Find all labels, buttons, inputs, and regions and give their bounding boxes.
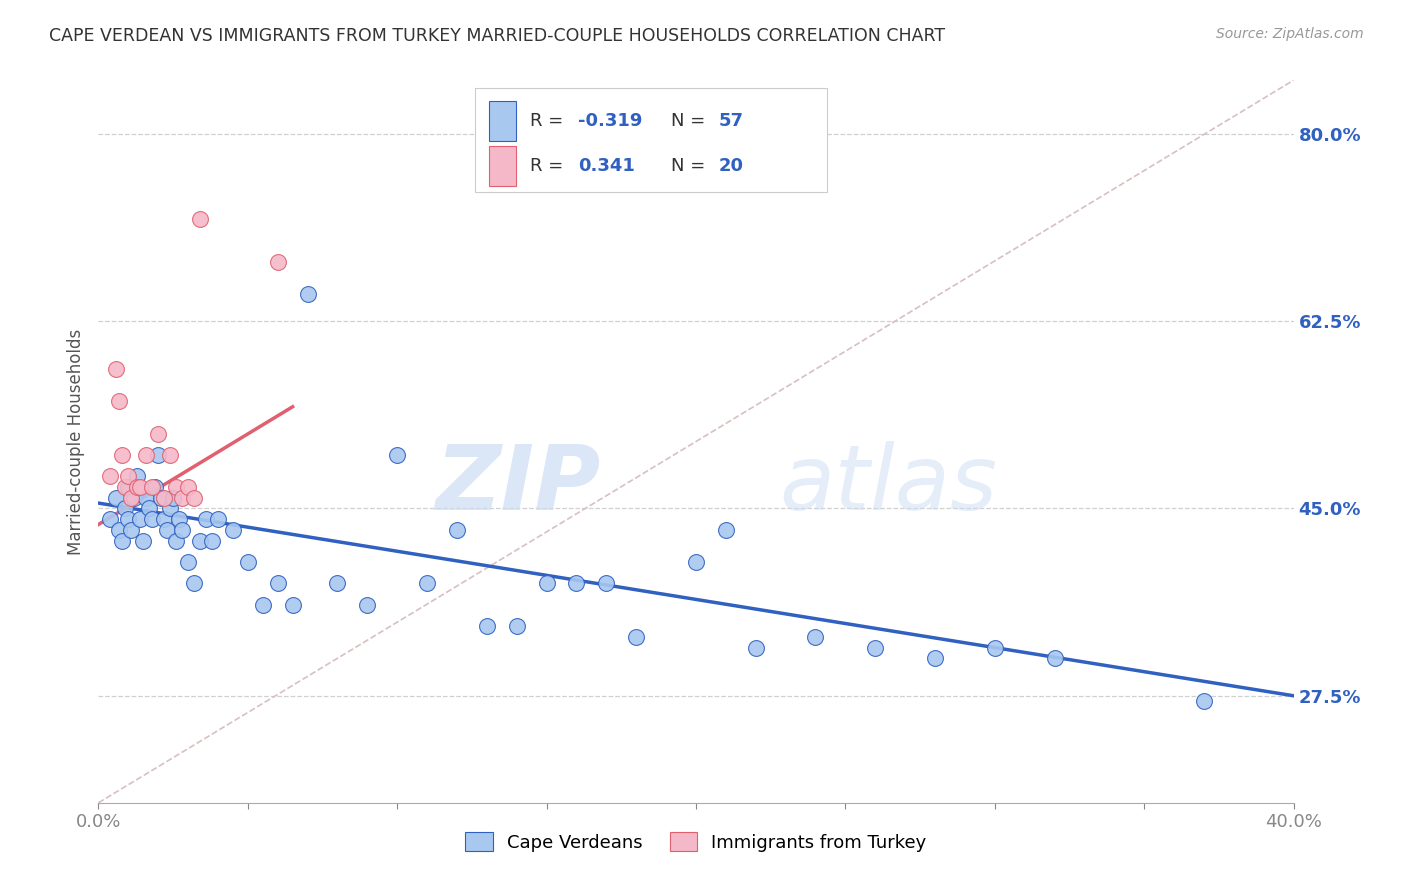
- Point: [124, 491, 146, 505]
- Point: [865, 640, 887, 655]
- Point: [114, 501, 136, 516]
- Point: [984, 640, 1007, 655]
- Point: [924, 651, 946, 665]
- Y-axis label: Married-couple Households: Married-couple Households: [66, 328, 84, 555]
- Point: [111, 533, 134, 548]
- Point: [188, 533, 211, 548]
- Point: [281, 598, 304, 612]
- Point: [745, 640, 768, 655]
- Point: [108, 394, 131, 409]
- Point: [326, 576, 349, 591]
- Text: Source: ZipAtlas.com: Source: ZipAtlas.com: [1216, 27, 1364, 41]
- Text: 0.341: 0.341: [578, 157, 634, 175]
- Point: [267, 576, 290, 591]
- Point: [108, 523, 131, 537]
- Point: [129, 512, 152, 526]
- Point: [117, 512, 139, 526]
- Point: [148, 448, 170, 462]
- Point: [172, 523, 194, 537]
- Point: [120, 491, 142, 505]
- Point: [475, 619, 498, 633]
- Text: 20: 20: [718, 157, 744, 175]
- Point: [1043, 651, 1066, 665]
- Text: N =: N =: [671, 157, 711, 175]
- Point: [105, 491, 128, 505]
- Point: [267, 255, 290, 269]
- Point: [114, 480, 136, 494]
- Point: [120, 523, 142, 537]
- Point: [297, 287, 319, 301]
- Point: [804, 630, 827, 644]
- Point: [129, 480, 152, 494]
- Point: [222, 523, 245, 537]
- Point: [685, 555, 707, 569]
- Point: [167, 512, 190, 526]
- Point: [117, 480, 139, 494]
- Point: [183, 491, 205, 505]
- Point: [356, 598, 378, 612]
- Point: [385, 448, 409, 462]
- Point: [132, 533, 155, 548]
- Point: [177, 480, 200, 494]
- Point: [207, 512, 229, 526]
- Point: [98, 469, 122, 483]
- Text: CAPE VERDEAN VS IMMIGRANTS FROM TURKEY MARRIED-COUPLE HOUSEHOLDS CORRELATION CHA: CAPE VERDEAN VS IMMIGRANTS FROM TURKEY M…: [49, 27, 945, 45]
- Point: [595, 576, 617, 591]
- Point: [172, 491, 194, 505]
- Point: [153, 512, 176, 526]
- Text: -0.319: -0.319: [578, 112, 643, 130]
- Point: [177, 555, 200, 569]
- Legend: Cape Verdeans, Immigrants from Turkey: Cape Verdeans, Immigrants from Turkey: [458, 825, 934, 859]
- Point: [183, 576, 205, 591]
- Point: [159, 448, 181, 462]
- Point: [195, 512, 218, 526]
- Point: [165, 480, 187, 494]
- Point: [252, 598, 274, 612]
- Text: N =: N =: [671, 112, 711, 130]
- Point: [506, 619, 529, 633]
- Point: [135, 448, 157, 462]
- Point: [105, 362, 128, 376]
- Text: 57: 57: [718, 112, 744, 130]
- Point: [156, 523, 179, 537]
- Point: [141, 512, 163, 526]
- Point: [127, 480, 149, 494]
- Point: [150, 491, 173, 505]
- Text: atlas: atlas: [779, 441, 998, 529]
- Point: [111, 448, 134, 462]
- Point: [148, 426, 170, 441]
- Point: [135, 491, 157, 505]
- Point: [201, 533, 224, 548]
- Point: [446, 523, 468, 537]
- Point: [153, 491, 176, 505]
- Point: [162, 491, 184, 505]
- Text: ZIP: ZIP: [434, 441, 600, 529]
- Point: [188, 212, 211, 227]
- Point: [143, 480, 166, 494]
- Point: [714, 523, 737, 537]
- Point: [1192, 694, 1215, 708]
- Point: [127, 469, 149, 483]
- Point: [626, 630, 648, 644]
- Point: [416, 576, 439, 591]
- Text: R =: R =: [530, 112, 569, 130]
- Text: R =: R =: [530, 157, 575, 175]
- Point: [98, 512, 122, 526]
- FancyBboxPatch shape: [489, 101, 516, 141]
- Point: [165, 533, 187, 548]
- FancyBboxPatch shape: [475, 87, 827, 193]
- Point: [159, 501, 181, 516]
- Point: [536, 576, 558, 591]
- FancyBboxPatch shape: [489, 146, 516, 186]
- Point: [117, 469, 139, 483]
- Point: [565, 576, 588, 591]
- Point: [138, 501, 160, 516]
- Point: [236, 555, 259, 569]
- Point: [141, 480, 163, 494]
